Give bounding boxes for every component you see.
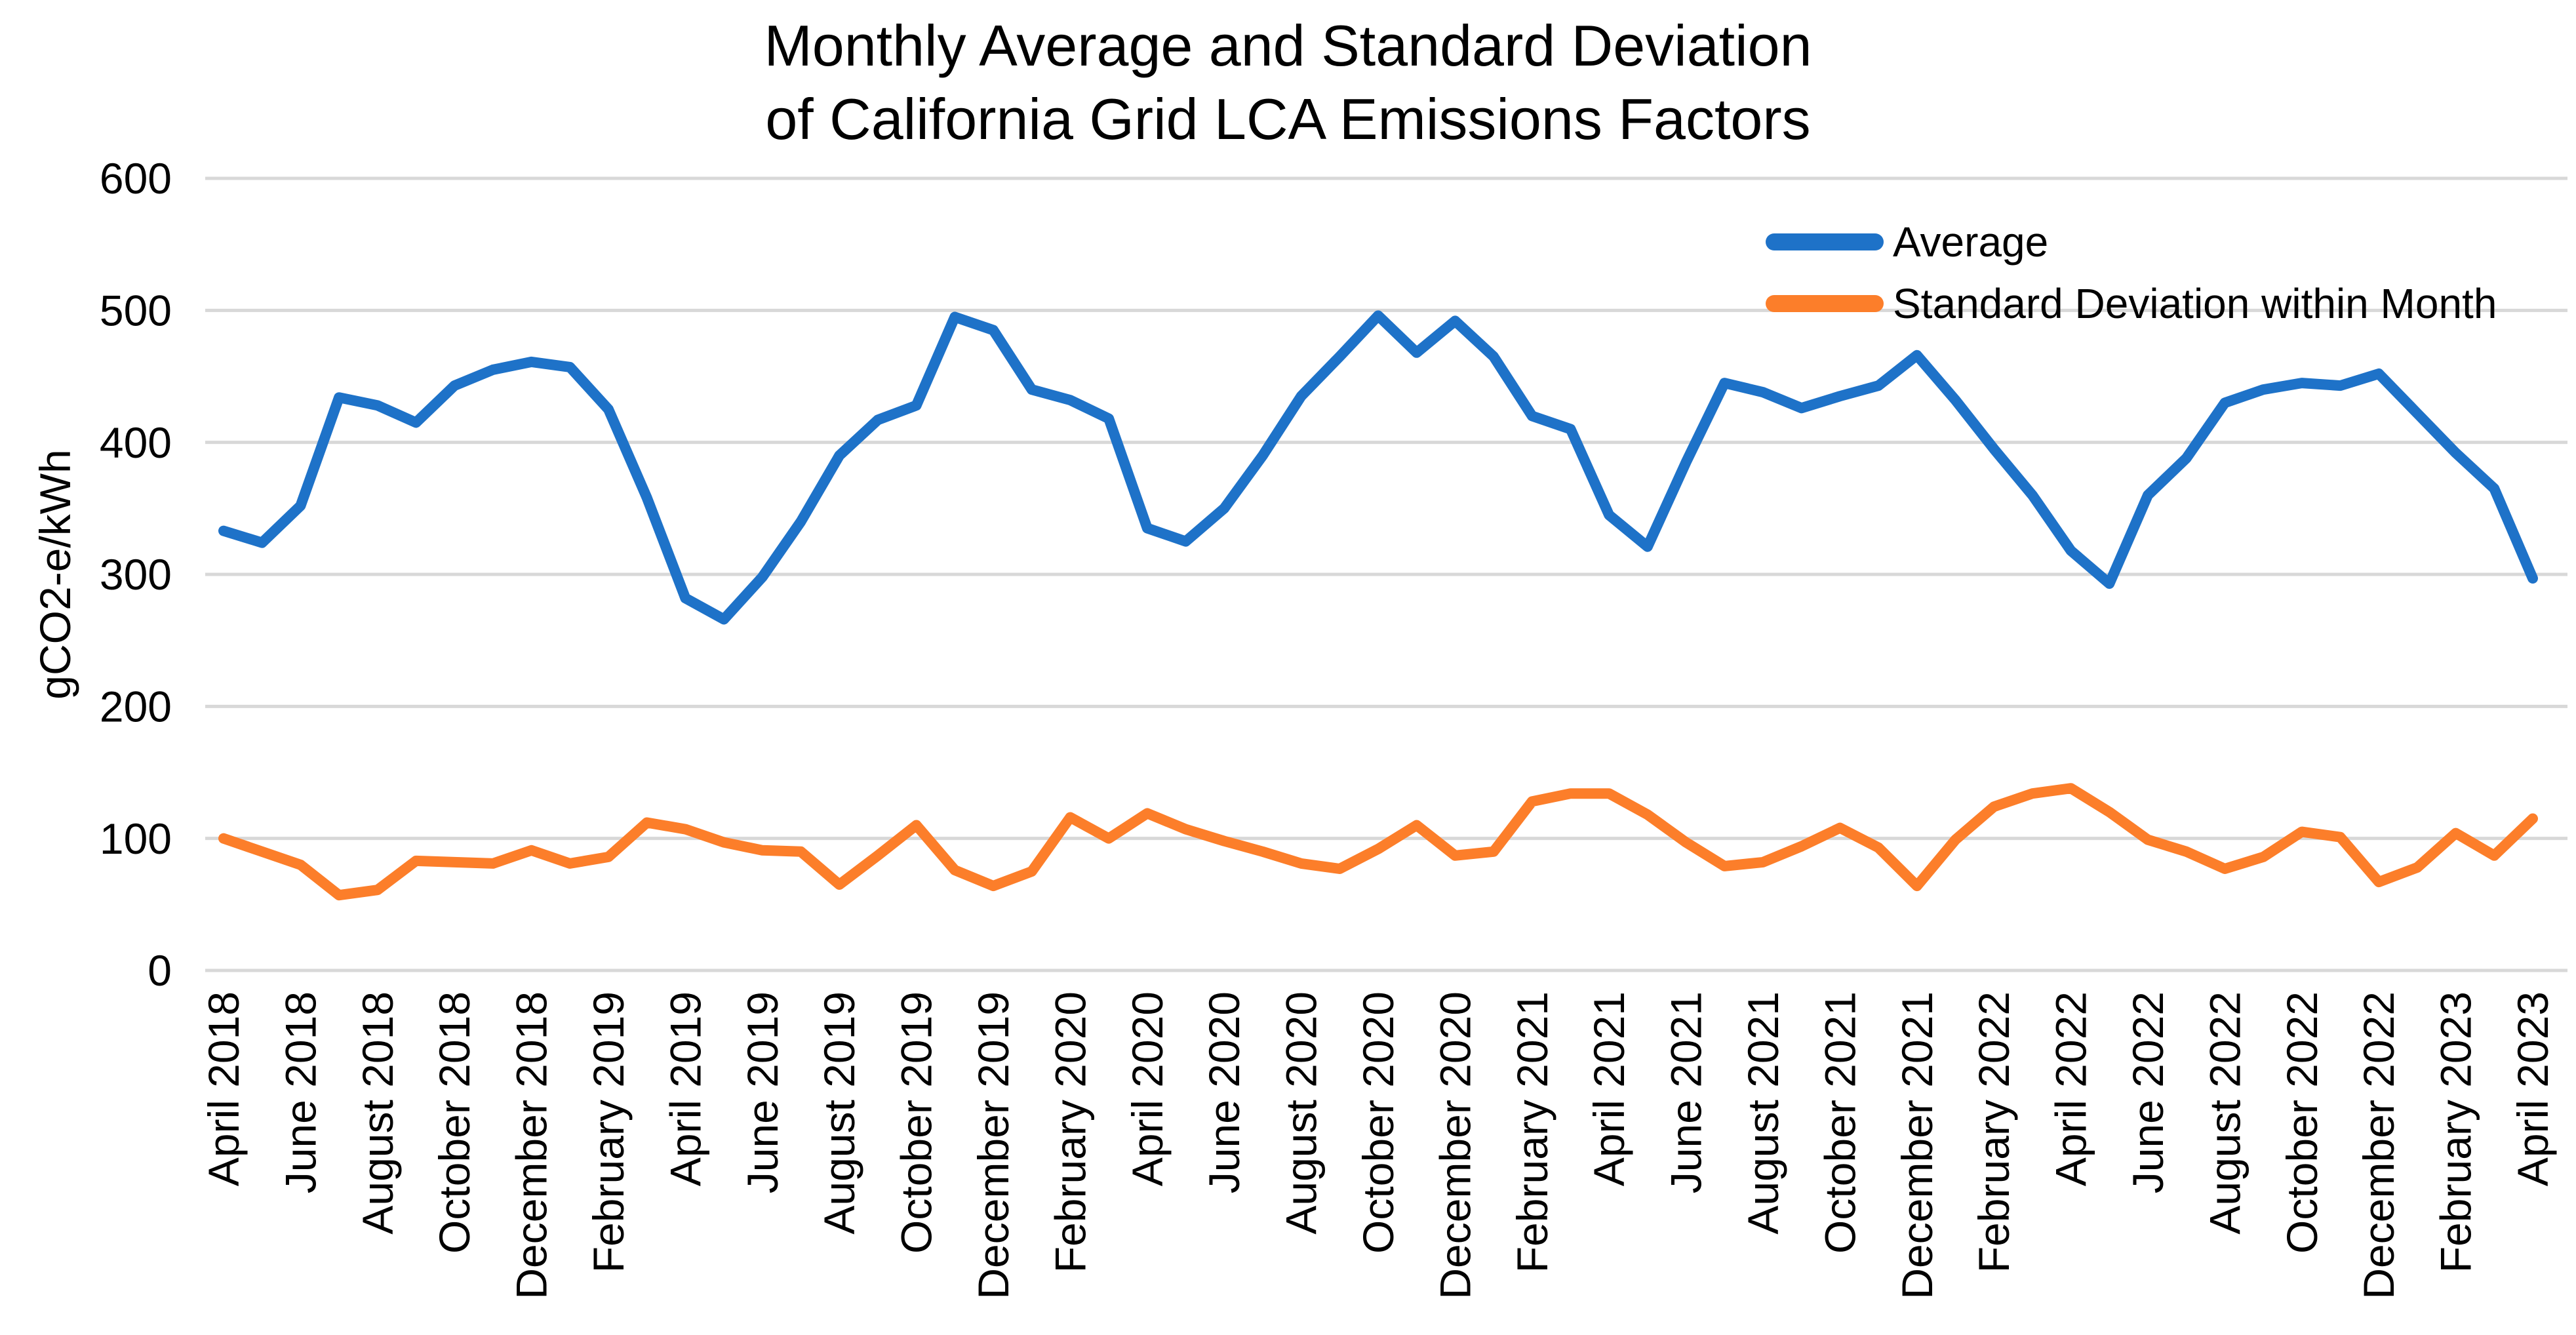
- x-tick-label: June 2021: [1662, 991, 1711, 1193]
- x-tick-labels: April 2018 June 2018 August 2018 October 20…: [199, 991, 2557, 1300]
- x-tick-label: October 2020: [1354, 991, 1402, 1254]
- legend-label-stdev: Standard Deviation within Month: [1893, 280, 2497, 327]
- legend-label-average: Average: [1893, 218, 2049, 266]
- average-line-series: [218, 310, 2538, 625]
- chart-title-line1: Monthly Average and Standard Deviation: [764, 13, 1812, 78]
- x-tick-label: December 2021: [1893, 991, 1941, 1300]
- x-tick-label: December 2022: [2354, 991, 2403, 1300]
- y-tick-label: 600: [100, 154, 172, 203]
- x-tick-label: April 2018: [199, 991, 248, 1186]
- x-tick-label: June 2018: [276, 991, 325, 1193]
- x-tick-label: April 2023: [2508, 991, 2557, 1186]
- y-tick-label: 500: [100, 286, 172, 334]
- x-tick-label: August 2019: [815, 991, 863, 1235]
- x-tick-label: February 2020: [1046, 991, 1094, 1273]
- x-tick-label: February 2022: [1970, 991, 2018, 1273]
- x-tick-label: October 2022: [2278, 991, 2326, 1254]
- x-tick-label: February 2019: [584, 991, 633, 1273]
- x-tick-label: December 2019: [969, 991, 1018, 1300]
- x-tick-label: August 2021: [1739, 991, 1787, 1235]
- x-tick-label: June 2020: [1200, 991, 1248, 1193]
- x-tick-label: August 2018: [353, 991, 402, 1235]
- x-tick-label: February 2021: [1508, 991, 1556, 1273]
- x-tick-label: June 2019: [738, 991, 787, 1193]
- stdev-line-swatch-icon: [1766, 295, 1884, 312]
- x-tick-label: April 2021: [1585, 991, 1633, 1186]
- legend-item-average: Average: [1766, 218, 2497, 266]
- y-tick-label: 400: [100, 418, 172, 467]
- x-tick-label: October 2018: [430, 991, 479, 1254]
- stdev-line-series: [218, 783, 2538, 901]
- x-tick-label: April 2019: [661, 991, 709, 1186]
- x-tick-label: October 2021: [1815, 991, 1864, 1254]
- x-tick-label: August 2020: [1277, 991, 1326, 1235]
- y-tick-labels: 0 100 200 300 400 500 600: [100, 154, 172, 995]
- x-tick-label: April 2020: [1123, 991, 1172, 1186]
- x-tick-label: February 2023: [2432, 991, 2480, 1273]
- x-tick-label: October 2019: [892, 991, 941, 1254]
- gridlines: [205, 176, 2567, 972]
- x-tick-label: April 2022: [2047, 991, 2095, 1186]
- x-tick-label: December 2020: [1431, 991, 1479, 1300]
- y-tick-label: 200: [100, 682, 172, 730]
- chart-title: Monthly Average and Standard Deviation o…: [0, 9, 2576, 156]
- x-tick-label: August 2022: [2200, 991, 2249, 1235]
- chart-title-line2: of California Grid LCA Emissions Factors: [765, 87, 1811, 151]
- legend: Average Standard Deviation within Month: [1766, 218, 2497, 346]
- average-line-swatch-icon: [1766, 233, 1884, 250]
- x-tick-label: June 2022: [2124, 991, 2172, 1193]
- x-tick-label: December 2018: [507, 991, 556, 1300]
- y-tick-label: 100: [100, 814, 172, 863]
- y-tick-label: 0: [148, 946, 172, 995]
- legend-item-stdev: Standard Deviation within Month: [1766, 280, 2497, 327]
- y-tick-label: 300: [100, 550, 172, 599]
